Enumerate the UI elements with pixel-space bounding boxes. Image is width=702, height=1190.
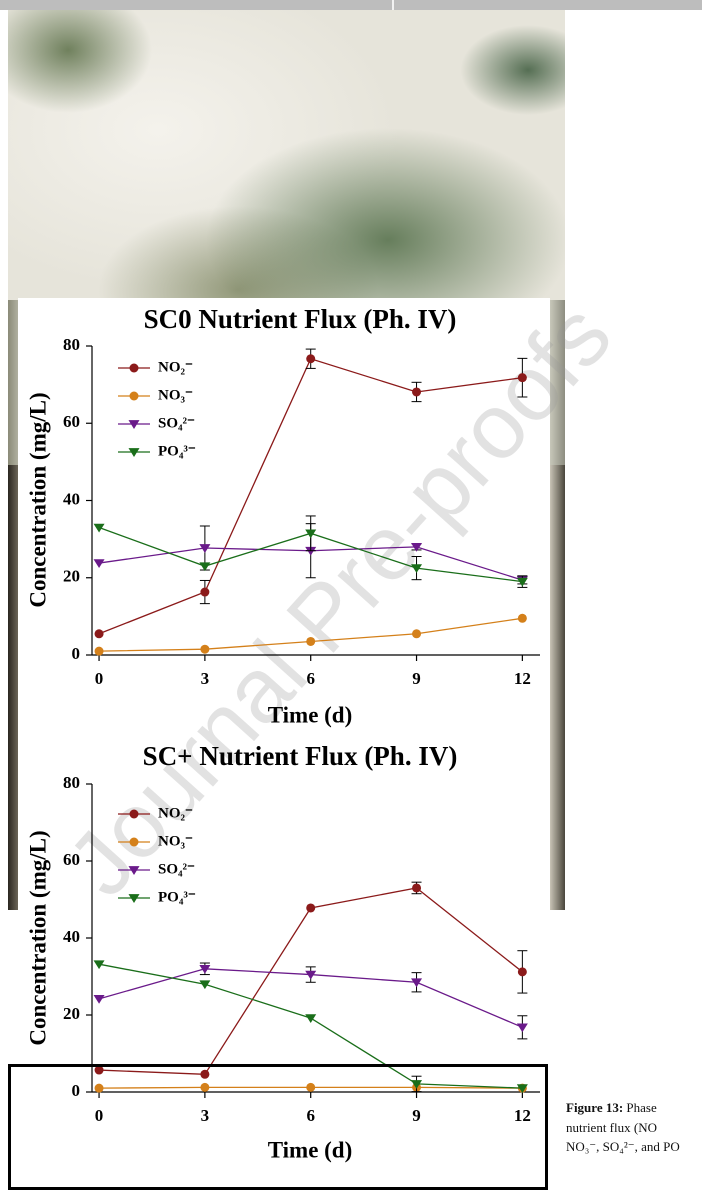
data-point	[93, 523, 105, 533]
data-point	[305, 1014, 317, 1024]
caption-text: Phase	[623, 1100, 657, 1115]
y-tick-label: 20	[63, 567, 80, 586]
data-point	[199, 964, 211, 974]
data-point	[306, 636, 316, 646]
data-point	[411, 564, 423, 574]
y-tick-label: 80	[63, 335, 80, 354]
data-point	[94, 646, 104, 656]
x-tick-label: 9	[412, 1106, 421, 1125]
chart-title: SC0 Nutrient Flux (Ph. IV)	[144, 304, 457, 334]
x-tick-label: 6	[306, 1106, 315, 1125]
data-point	[412, 629, 422, 639]
data-point	[517, 373, 527, 383]
data-point	[94, 1083, 104, 1093]
x-tick-label: 0	[95, 669, 104, 688]
data-point	[93, 559, 105, 569]
data-point	[94, 1065, 104, 1075]
top-bar	[0, 0, 702, 10]
legend-marker	[129, 837, 139, 847]
y-tick-label: 80	[63, 773, 80, 792]
x-tick-label: 6	[306, 669, 315, 688]
y-tick-label: 0	[72, 644, 81, 663]
caption-line: Figure 13: Phase	[566, 1098, 702, 1118]
legend-label: PO₄³⁻	[158, 889, 196, 905]
legend-marker	[128, 894, 140, 903]
legend-label: PO₄³⁻	[158, 443, 196, 459]
x-tick-label: 9	[412, 669, 421, 688]
data-point	[517, 967, 527, 977]
y-tick-label: 40	[63, 927, 80, 946]
legend-marker	[129, 391, 139, 401]
data-point	[411, 978, 423, 988]
data-point	[93, 994, 105, 1004]
y-axis-label: Concentration (mg/L)	[25, 392, 50, 607]
data-point	[517, 613, 527, 623]
data-point	[199, 980, 211, 990]
data-point	[305, 546, 317, 556]
legend-label: SO₄²⁻	[158, 861, 195, 877]
data-point	[412, 883, 422, 893]
legend-label: NO₂⁻	[158, 359, 193, 375]
x-tick-label: 3	[201, 1106, 210, 1125]
data-point	[200, 1069, 210, 1079]
x-tick-label: 0	[95, 1106, 104, 1125]
data-point	[305, 970, 317, 980]
series-line	[99, 617, 523, 652]
y-tick-label: 40	[63, 489, 80, 508]
legend-label: SO₄²⁻	[158, 415, 195, 431]
data-point	[199, 544, 211, 553]
y-tick-label: 60	[63, 850, 80, 869]
data-point	[305, 529, 317, 539]
legend-label: NO₃⁻	[158, 387, 193, 403]
legend-marker	[129, 363, 139, 373]
data-point	[93, 960, 105, 970]
legend-label: NO₃⁻	[158, 833, 193, 849]
data-point	[200, 644, 210, 654]
caption-label: Figure 13:	[566, 1100, 624, 1115]
x-tick-label: 12	[514, 1106, 531, 1125]
data-point	[411, 1080, 423, 1089]
x-axis-label: Time (d)	[268, 702, 353, 727]
data-point	[306, 1082, 316, 1092]
y-tick-label: 0	[72, 1081, 81, 1100]
legend-marker	[128, 420, 140, 429]
legend-marker	[128, 448, 140, 457]
x-axis-label: Time (d)	[268, 1137, 353, 1162]
chart-title: SC+ Nutrient Flux (Ph. IV)	[143, 741, 458, 771]
legend-marker	[128, 866, 140, 875]
data-point	[199, 562, 211, 572]
data-point	[516, 1084, 528, 1094]
data-point	[516, 1023, 528, 1033]
data-point	[412, 387, 422, 397]
data-point	[200, 1082, 210, 1092]
data-point	[306, 354, 316, 364]
chart-panel	[18, 298, 550, 1172]
y-axis-label: Concentration (mg/L)	[25, 830, 50, 1045]
x-tick-label: 12	[514, 669, 531, 688]
highlight-frame	[8, 1064, 548, 1190]
legend-label: NO₂⁻	[158, 805, 193, 821]
caption-line: nutrient flux (NO	[566, 1119, 657, 1135]
data-point	[411, 543, 423, 552]
x-tick-label: 3	[201, 669, 210, 688]
y-tick-label: 20	[63, 1004, 80, 1023]
data-point	[200, 587, 210, 597]
y-tick-label: 60	[63, 412, 80, 431]
caption-line: NO₃⁻, SO₄²⁻, and PO	[566, 1139, 680, 1154]
figure-caption: Figure 13: Phase nutrient flux (NO NO₃⁻,…	[566, 1098, 702, 1157]
data-point	[516, 577, 528, 587]
top-bar-divider	[392, 0, 394, 10]
data-point	[306, 903, 316, 913]
data-point	[94, 629, 104, 639]
legend-marker	[129, 809, 139, 819]
